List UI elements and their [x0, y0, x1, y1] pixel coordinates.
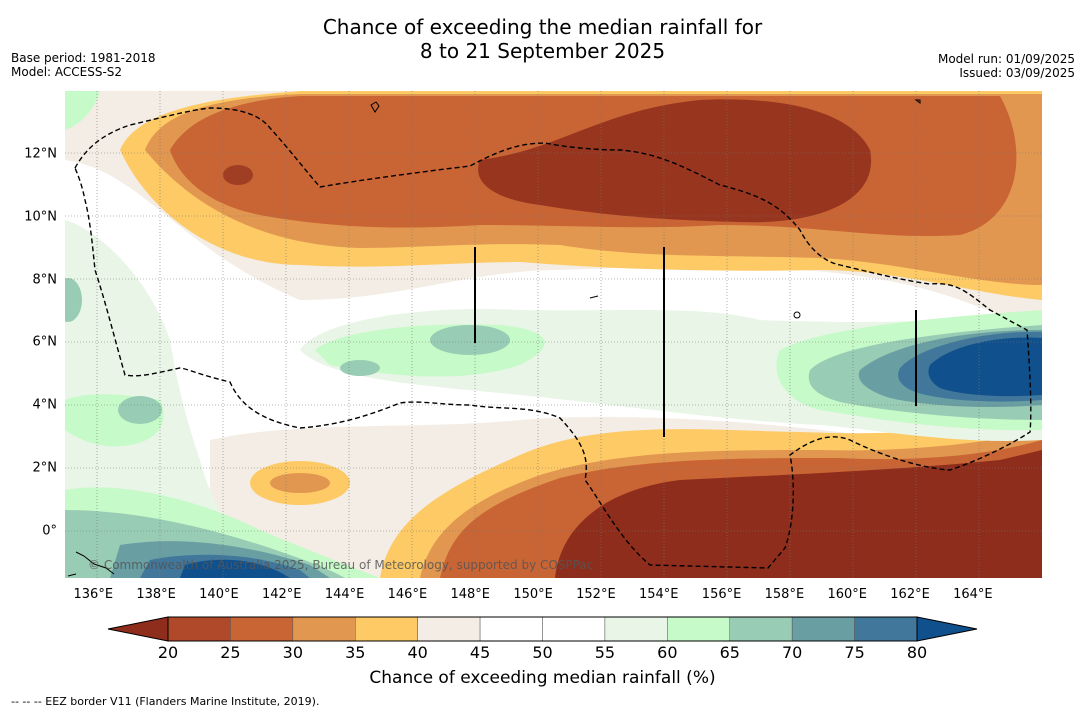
- x-tick-label: 162°E: [890, 587, 930, 602]
- colorbar-tick-label: 80: [906, 643, 928, 662]
- y-tick-label: 10°N: [24, 209, 57, 225]
- marker-lines: [474, 247, 917, 437]
- y-tick-label: 4°N: [32, 397, 58, 413]
- x-tick-label: 138°E: [136, 587, 176, 602]
- title-line-1: Chance of exceeding the median rainfall …: [322, 15, 763, 39]
- band-20-25-north: [478, 99, 872, 223]
- x-tick-label: 136°E: [73, 587, 114, 602]
- y-tick-label: 2°N: [32, 460, 58, 476]
- band-80-southwest: [180, 559, 290, 578]
- colorbar-tick-label: 40: [407, 643, 428, 662]
- y-tick-label: 12°N: [24, 146, 57, 162]
- colorbar-tick-label: 55: [594, 643, 616, 662]
- colorbar-tick-label: 30: [282, 643, 304, 662]
- island-west-papua: [67, 551, 115, 577]
- colorbar-tick-label: 50: [532, 643, 553, 662]
- x-tick-label: 144°E: [324, 587, 365, 602]
- band-20-25-south: [555, 450, 1042, 578]
- x-tick-label: 148°E: [450, 587, 491, 602]
- graticule: [65, 91, 1042, 578]
- y-tick-label: 8°N: [32, 272, 58, 288]
- eez-border: [74, 107, 1032, 569]
- y-tick-label: 0°: [42, 523, 57, 539]
- colorbar-tick-label: 25: [220, 643, 241, 662]
- colorbar-tick-label: 75: [844, 643, 865, 662]
- colorbar-segment: [542, 616, 606, 642]
- x-tick-label: 152°E: [576, 587, 616, 602]
- wet-patch-135e: [65, 278, 82, 322]
- colorbar-segment: [729, 616, 793, 642]
- meta-right: Model run: 01/09/2025 Issued: 03/09/2025: [938, 52, 1075, 80]
- meta-left: Base period: 1981-2018 Model: ACCESS-S2: [11, 51, 156, 79]
- colorbar-segment: [854, 616, 918, 642]
- x-tick-label: 142°E: [261, 587, 302, 602]
- colorbar-tick-label: 20: [157, 643, 179, 662]
- x-tick-label: 158°E: [764, 587, 805, 602]
- island-small-1: [589, 295, 599, 299]
- colorbar-tick-label: 65: [719, 643, 740, 662]
- colorbar-segment: [604, 616, 668, 642]
- base-period: Base period: 1981-2018: [11, 51, 156, 65]
- y-tick-label: 6°N: [32, 334, 58, 350]
- x-tick-label: 140°E: [199, 587, 239, 602]
- colorbar-segment: [791, 616, 855, 642]
- colorbar-segment: [230, 616, 294, 642]
- x-tick-label: 156°E: [701, 587, 742, 602]
- map-title: Chance of exceeding the median rainfall …: [0, 15, 1085, 63]
- x-tick-label: 150°E: [513, 587, 553, 602]
- x-tick-label: 164°E: [953, 587, 993, 602]
- colorbar-tick-label: 70: [781, 643, 803, 662]
- x-tick-label: 160°E: [827, 587, 867, 602]
- x-tick-label: 154°E: [638, 587, 679, 602]
- island-yap: [370, 101, 380, 113]
- wet-patch-148e: [430, 325, 510, 355]
- colorbar-label: Chance of exceeding median rainfall (%): [369, 668, 716, 688]
- colorbar-segment: [479, 616, 543, 642]
- island-chuuk: [793, 311, 801, 319]
- copyright-watermark: © Commonwealth of Australia 2025, Bureau…: [88, 558, 594, 572]
- colorbar-segment: [667, 616, 730, 642]
- dry-core-141e: [223, 165, 253, 185]
- colorbar-segment: [355, 616, 418, 642]
- x-tick-label: 146°E: [387, 587, 428, 602]
- eez-legend-footnote: -- -- -- EEZ border V11 (Flanders Marine…: [11, 695, 320, 708]
- island-outlines: [67, 99, 921, 577]
- island-north-east: [914, 99, 921, 104]
- colorbar-segment: [167, 616, 231, 642]
- title-line-2: 8 to 21 September 2025: [419, 39, 666, 63]
- colorbar-tick-label: 60: [657, 643, 678, 662]
- colorbar-outline: [167, 616, 918, 642]
- wet-patch-137e: [118, 396, 162, 424]
- colorbar-segment: [417, 616, 481, 642]
- dry-core-142e: [270, 473, 330, 493]
- model-run: Model run: 01/09/2025: [937, 52, 1075, 66]
- colorbar-arrow-low: [107, 616, 169, 642]
- colorbar-arrow-high: [916, 616, 978, 642]
- issued-date: Issued: 03/09/2025: [959, 66, 1075, 80]
- model-name: Model: ACCESS-S2: [11, 65, 123, 79]
- colorbar-tick-label: 35: [345, 643, 366, 662]
- rainfall-field: [65, 91, 1042, 578]
- band-80-east: [928, 337, 1042, 397]
- band-60-65-northwest: [65, 91, 100, 130]
- colorbar-tick-label: 45: [469, 643, 491, 662]
- wet-patch-144e: [340, 360, 380, 376]
- colorbar-segment: [292, 616, 356, 642]
